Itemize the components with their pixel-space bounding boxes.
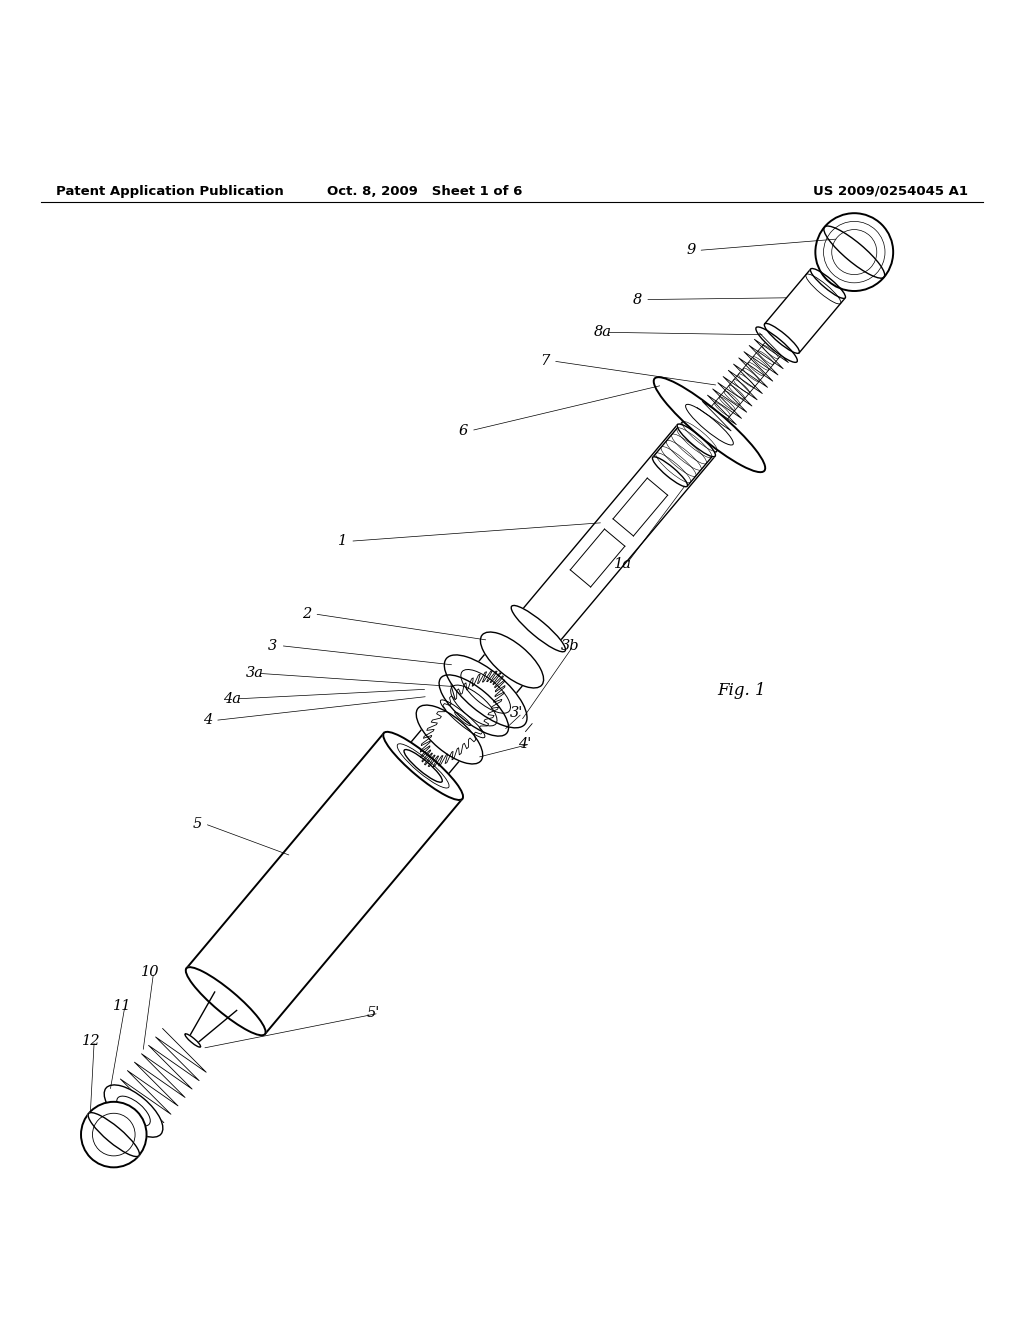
Ellipse shape: [480, 632, 544, 688]
Text: 5: 5: [193, 817, 202, 830]
Text: 4': 4': [518, 737, 531, 751]
Text: 3: 3: [268, 639, 278, 652]
Text: 1: 1: [338, 535, 347, 548]
Text: 8a: 8a: [594, 325, 612, 339]
Ellipse shape: [511, 606, 565, 652]
Text: 4a: 4a: [223, 692, 242, 706]
Ellipse shape: [815, 214, 893, 290]
Ellipse shape: [653, 378, 765, 473]
Ellipse shape: [444, 655, 527, 727]
Ellipse shape: [677, 424, 716, 457]
Text: 6: 6: [459, 424, 468, 438]
Text: US 2009/0254045 A1: US 2009/0254045 A1: [813, 185, 969, 198]
Text: Oct. 8, 2009   Sheet 1 of 6: Oct. 8, 2009 Sheet 1 of 6: [328, 185, 522, 198]
Ellipse shape: [404, 750, 442, 783]
Text: 3a: 3a: [246, 667, 264, 680]
Text: 9: 9: [686, 243, 695, 257]
Ellipse shape: [810, 268, 846, 298]
Text: 8: 8: [633, 293, 642, 306]
Text: 2: 2: [302, 607, 311, 620]
Ellipse shape: [439, 675, 509, 737]
Ellipse shape: [104, 1085, 163, 1138]
Ellipse shape: [473, 667, 511, 700]
Text: 1a: 1a: [614, 557, 633, 570]
Text: 3b: 3b: [561, 639, 580, 652]
Ellipse shape: [519, 612, 557, 645]
Text: 5': 5': [367, 1006, 380, 1020]
Ellipse shape: [417, 680, 509, 758]
Text: 10: 10: [141, 965, 160, 979]
Ellipse shape: [88, 1113, 139, 1156]
Ellipse shape: [416, 705, 482, 764]
Ellipse shape: [652, 457, 687, 487]
Ellipse shape: [764, 323, 800, 354]
Text: Fig. 1: Fig. 1: [717, 682, 765, 700]
Text: 4: 4: [203, 713, 212, 727]
Ellipse shape: [81, 1102, 146, 1167]
Text: 7: 7: [541, 354, 550, 368]
Ellipse shape: [824, 226, 885, 279]
Ellipse shape: [185, 968, 265, 1035]
Text: 3': 3': [510, 706, 523, 721]
Ellipse shape: [756, 327, 798, 363]
Text: Patent Application Publication: Patent Application Publication: [56, 185, 284, 198]
Ellipse shape: [383, 731, 463, 800]
Text: 12: 12: [82, 1034, 100, 1048]
Ellipse shape: [185, 1034, 201, 1047]
Text: 11: 11: [113, 999, 131, 1014]
